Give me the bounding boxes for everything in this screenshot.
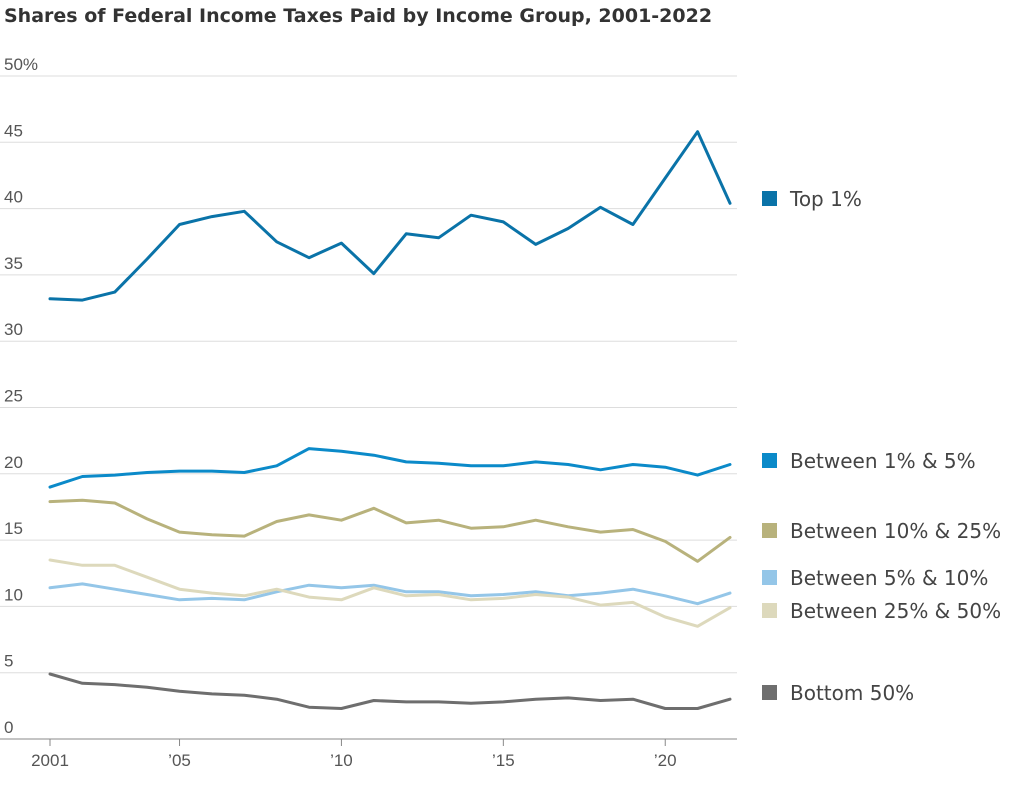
y-tick-labels: 0 5 10 15 20 25 30 35 40 45 50% — [4, 55, 38, 737]
x-tick-label: 2001 — [31, 751, 69, 770]
legend-swatch — [762, 523, 777, 538]
x-tick-label: ’10 — [330, 751, 353, 770]
x-tick-label: ’15 — [492, 751, 515, 770]
legend-swatch — [762, 603, 777, 618]
series-line-3 — [48, 498, 732, 563]
y-tick-label: 10 — [4, 585, 23, 604]
y-tick-label: 25 — [4, 387, 23, 406]
legend-swatch — [762, 685, 777, 700]
series-line-6 — [48, 672, 732, 710]
y-tick-label: 15 — [4, 519, 23, 538]
legend-swatch — [762, 453, 777, 468]
y-tick-label: 20 — [4, 453, 23, 472]
x-tick-label: ’20 — [654, 751, 677, 770]
y-tick-label: 50% — [4, 55, 38, 74]
legend-label: Between 10% & 25% — [790, 519, 1001, 543]
legend-label: Between 1% & 5% — [790, 449, 976, 473]
legend-label: Between 5% & 10% — [790, 566, 988, 590]
legend-label: Bottom 50% — [790, 681, 914, 705]
y-tick-label: 45 — [4, 121, 23, 140]
series-line-2 — [48, 447, 732, 489]
y-tick-label: 5 — [4, 652, 13, 671]
series-lines — [48, 130, 732, 710]
legend-label: Between 25% & 50% — [790, 599, 1001, 623]
series-line-4 — [48, 582, 732, 606]
y-tick-label: 30 — [4, 320, 23, 339]
y-tick-label: 40 — [4, 188, 23, 207]
x-tick-labels: 2001 ’05 ’10 ’15 ’20 — [31, 739, 677, 770]
series-line-1 — [48, 130, 732, 302]
y-tick-label: 0 — [4, 718, 13, 737]
gridlines — [0, 75, 737, 740]
series-line-5 — [48, 558, 732, 628]
chart-title: Shares of Federal Income Taxes Paid by I… — [4, 5, 712, 27]
legend-swatch — [762, 570, 777, 585]
legend: Top 1% Between 1% & 5% Between 10% & 25% Be… — [762, 187, 1001, 705]
x-tick-label: ’05 — [168, 751, 191, 770]
y-tick-label: 35 — [4, 254, 23, 273]
legend-label: Top 1% — [789, 187, 862, 211]
legend-swatch — [762, 191, 777, 206]
